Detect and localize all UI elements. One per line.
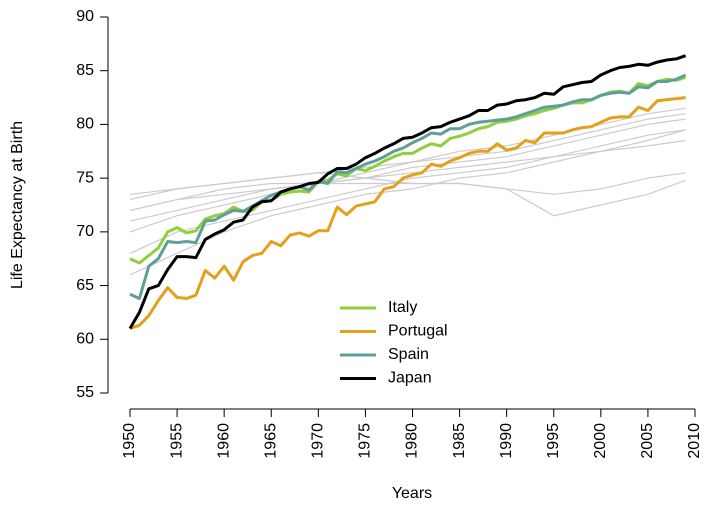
x-tick-label: 2000 [592,423,609,459]
y-tick-label: 60 [76,331,94,348]
legend-label: Japan [388,370,432,387]
y-tick-label: 90 [76,8,94,25]
background-line [129,129,686,276]
legend-label: Italy [388,299,417,316]
x-tick-label: 1980 [404,423,421,459]
series-line [129,73,687,300]
y-tick-label: 65 [76,277,94,294]
x-tick-label: 1955 [168,423,185,459]
y-axis-label: Life Expectancy at Birth [9,121,26,289]
y-tick-label: 55 [76,384,94,401]
background-line [129,129,686,254]
x-tick-label: 2010 [686,423,703,459]
series-line [129,96,686,330]
x-tick-label: 1965 [262,423,279,459]
legend-label: Portugal [388,323,448,340]
y-tick-label: 80 [76,116,94,133]
x-tick-label: 1990 [498,423,515,459]
background-line [129,107,686,233]
x-axis-label: Years [392,485,432,502]
background-line [129,118,686,211]
legend-label: Spain [388,346,429,363]
y-tick-label: 70 [76,223,94,240]
x-tick-label: 1995 [545,423,562,459]
x-tick-label: 1975 [357,423,374,459]
series-line [128,54,687,330]
y-tick-label: 85 [76,62,94,79]
x-tick-label: 1950 [121,423,138,459]
x-tick-label: 1970 [310,423,327,459]
y-tick-label: 75 [76,169,94,186]
x-tick-label: 1960 [215,423,232,459]
x-tick-label: 2005 [639,423,656,459]
background-line [129,179,686,217]
x-tick-label: 1985 [451,423,468,459]
